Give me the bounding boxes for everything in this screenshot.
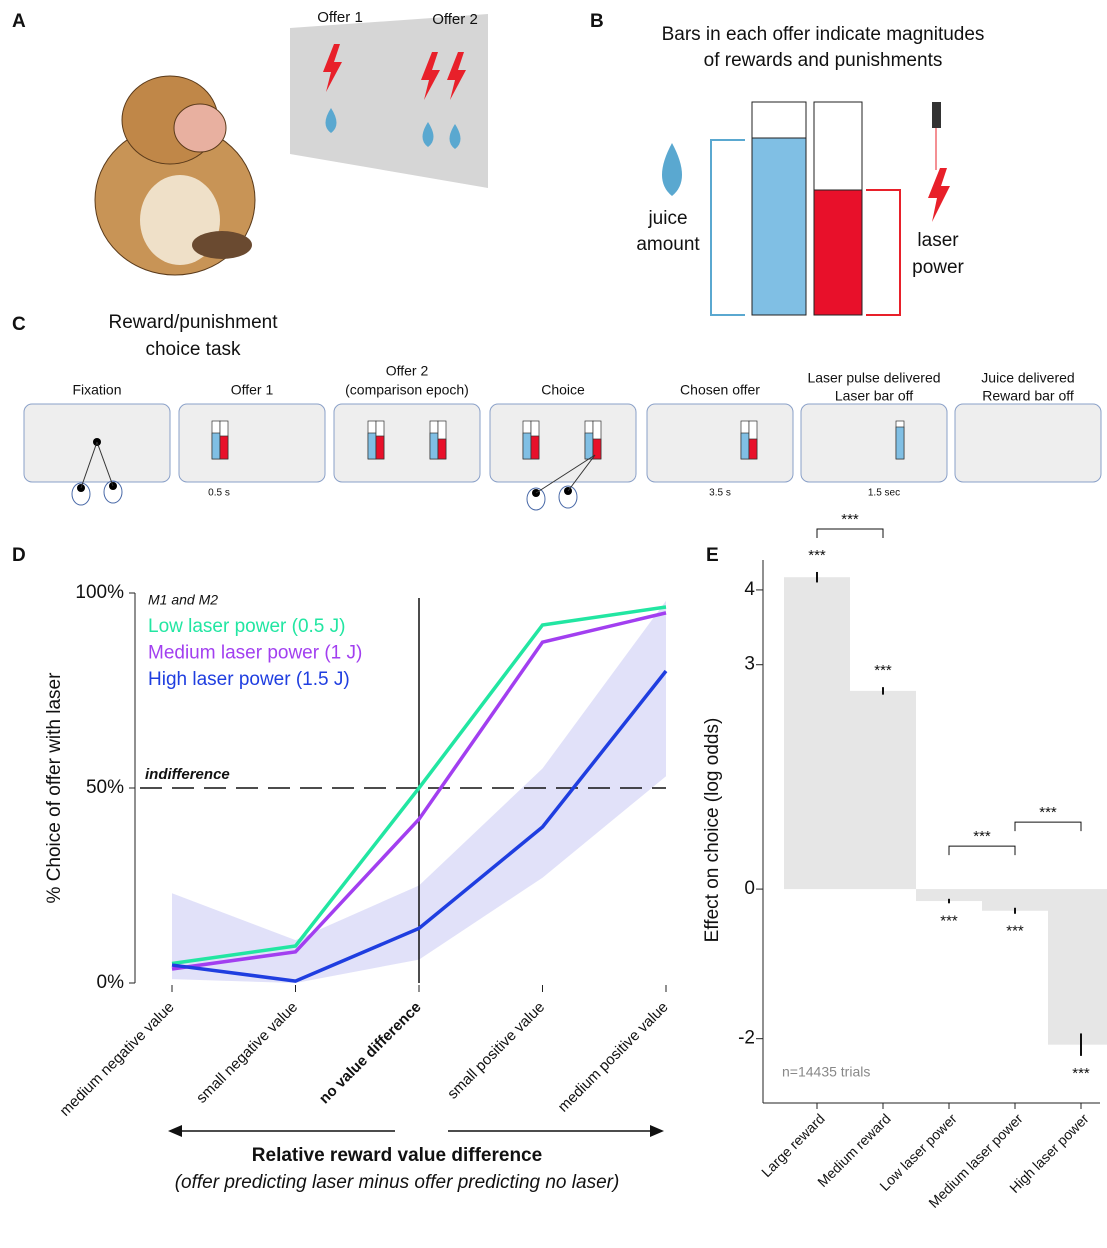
indifference-label: indifference — [145, 766, 230, 783]
monkey-illustration — [95, 76, 255, 275]
y-tick-label: -2 — [738, 1028, 755, 1049]
legend-entry: Low laser power (0.5 J) — [148, 616, 345, 637]
bar — [784, 577, 850, 889]
x-axis-sublabel: (offer predicting laser minus offer pred… — [175, 1172, 620, 1193]
significance: *** — [808, 547, 826, 564]
bracket — [711, 140, 745, 315]
x-tick-label: no value difference — [316, 999, 425, 1108]
juice-label: juice — [647, 208, 687, 229]
juice-bar — [523, 433, 531, 459]
epoch-label: Offer 1 — [231, 382, 274, 398]
epoch-label: Offer 2 — [386, 363, 429, 379]
screen — [955, 404, 1101, 482]
y-tick-label: 100% — [75, 582, 124, 603]
laser-bar — [376, 436, 384, 459]
laser-icon — [928, 168, 950, 222]
epoch-label: Reward bar off — [982, 388, 1074, 404]
x-tick-label: Large reward — [758, 1110, 828, 1180]
y-tick-label: 0 — [744, 878, 755, 899]
juice-bar — [368, 433, 376, 459]
x-tick-label: medium positive value — [555, 999, 672, 1116]
epoch-label: Choice — [541, 382, 585, 398]
significance: *** — [1006, 923, 1024, 940]
comparison-bracket — [949, 846, 1015, 855]
laser-pointer — [932, 102, 941, 128]
x-axis-label: Relative reward value difference — [252, 1145, 542, 1166]
panel-letter: C — [12, 314, 26, 335]
significance: *** — [940, 912, 958, 929]
y-tick-label: 0% — [97, 972, 125, 993]
panel-title: choice task — [145, 339, 241, 360]
epoch-duration: 3.5 s — [709, 488, 731, 499]
panel-title: Reward/punishment — [109, 312, 279, 333]
epoch-label: Laser pulse delivered — [807, 370, 940, 386]
comparison-bracket — [817, 529, 883, 538]
comparison-label: *** — [841, 511, 859, 528]
screen — [290, 14, 488, 188]
epoch-label: Juice delivered — [981, 370, 1074, 386]
x-tick-label: small negative value — [193, 999, 301, 1107]
panel-title: of rewards and punishments — [704, 50, 943, 71]
epoch-duration: 1.5 sec — [868, 488, 900, 499]
laser-bar — [814, 190, 862, 315]
epoch-label: Chosen offer — [680, 382, 760, 398]
laser-bar — [220, 436, 228, 459]
bracket — [866, 190, 900, 315]
juice-bar — [212, 433, 220, 459]
arrowhead — [650, 1125, 664, 1137]
laser-bar — [531, 436, 539, 459]
comparison-bracket — [1015, 822, 1081, 831]
legend-entry: High laser power (1.5 J) — [148, 669, 350, 690]
screen — [179, 404, 325, 482]
juice-bar — [741, 433, 749, 459]
screen — [647, 404, 793, 482]
bar — [982, 889, 1048, 911]
epoch-duration: 0.5 s — [208, 488, 230, 499]
panel-letter: E — [706, 545, 719, 566]
significance: *** — [1072, 1065, 1090, 1082]
offer-label: Offer 1 — [317, 9, 363, 26]
juice-bar — [430, 433, 438, 459]
figure: A Offer 1 Offer 2 B Bars in each offer i… — [0, 0, 1107, 1248]
bar — [1048, 889, 1107, 1045]
page: {"panel_a":{"letter":"A","offer_1":"Offe… — [0, 0, 1107, 1248]
x-tick-label: small positive value — [444, 999, 548, 1103]
juice-bar — [752, 138, 806, 315]
y-tick-label: 3 — [744, 654, 755, 675]
epoch-label: Laser bar off — [835, 388, 913, 404]
panel-title: Bars in each offer indicate magnitudes — [662, 24, 985, 45]
x-tick-label: medium negative value — [57, 999, 178, 1120]
y-tick-label: 4 — [744, 579, 755, 600]
laser-bar — [438, 439, 446, 459]
annotation: M1 and M2 — [148, 592, 218, 608]
juice-bar — [585, 433, 593, 459]
bar — [850, 691, 916, 889]
laser-bar — [749, 439, 757, 459]
panel-letter: D — [12, 545, 26, 566]
comparison-label: *** — [973, 828, 991, 845]
juice-label: amount — [636, 234, 700, 255]
legend-entry: Medium laser power (1 J) — [148, 643, 362, 664]
juice-bar — [896, 427, 904, 459]
screen — [801, 404, 947, 482]
drop-icon — [662, 143, 682, 196]
sample-note: n=14435 trials — [782, 1064, 870, 1080]
comparison-label: *** — [1039, 804, 1057, 821]
y-axis-label: Effect on choice (log odds) — [702, 718, 723, 943]
panel-letter: A — [12, 11, 26, 32]
epoch-label: Fixation — [72, 382, 121, 398]
offer-label: Offer 2 — [432, 11, 478, 28]
panel-letter: B — [590, 11, 604, 32]
plots: D 0% 50% 100% % Choice of offer with laser in… — [12, 511, 1107, 1211]
epoch-label: (comparison epoch) — [345, 382, 469, 398]
y-axis-label: % Choice of offer with laser — [44, 672, 65, 904]
screen — [490, 404, 636, 482]
significance: *** — [874, 662, 892, 679]
arrowhead — [168, 1125, 182, 1137]
laser-label: power — [912, 257, 964, 278]
y-tick-label: 50% — [86, 777, 124, 798]
laser-label: laser — [917, 230, 959, 251]
epochs: Fixation Offer 1 0.5 s Offer 2 (comparison e… — [24, 363, 1101, 510]
screen — [334, 404, 480, 482]
